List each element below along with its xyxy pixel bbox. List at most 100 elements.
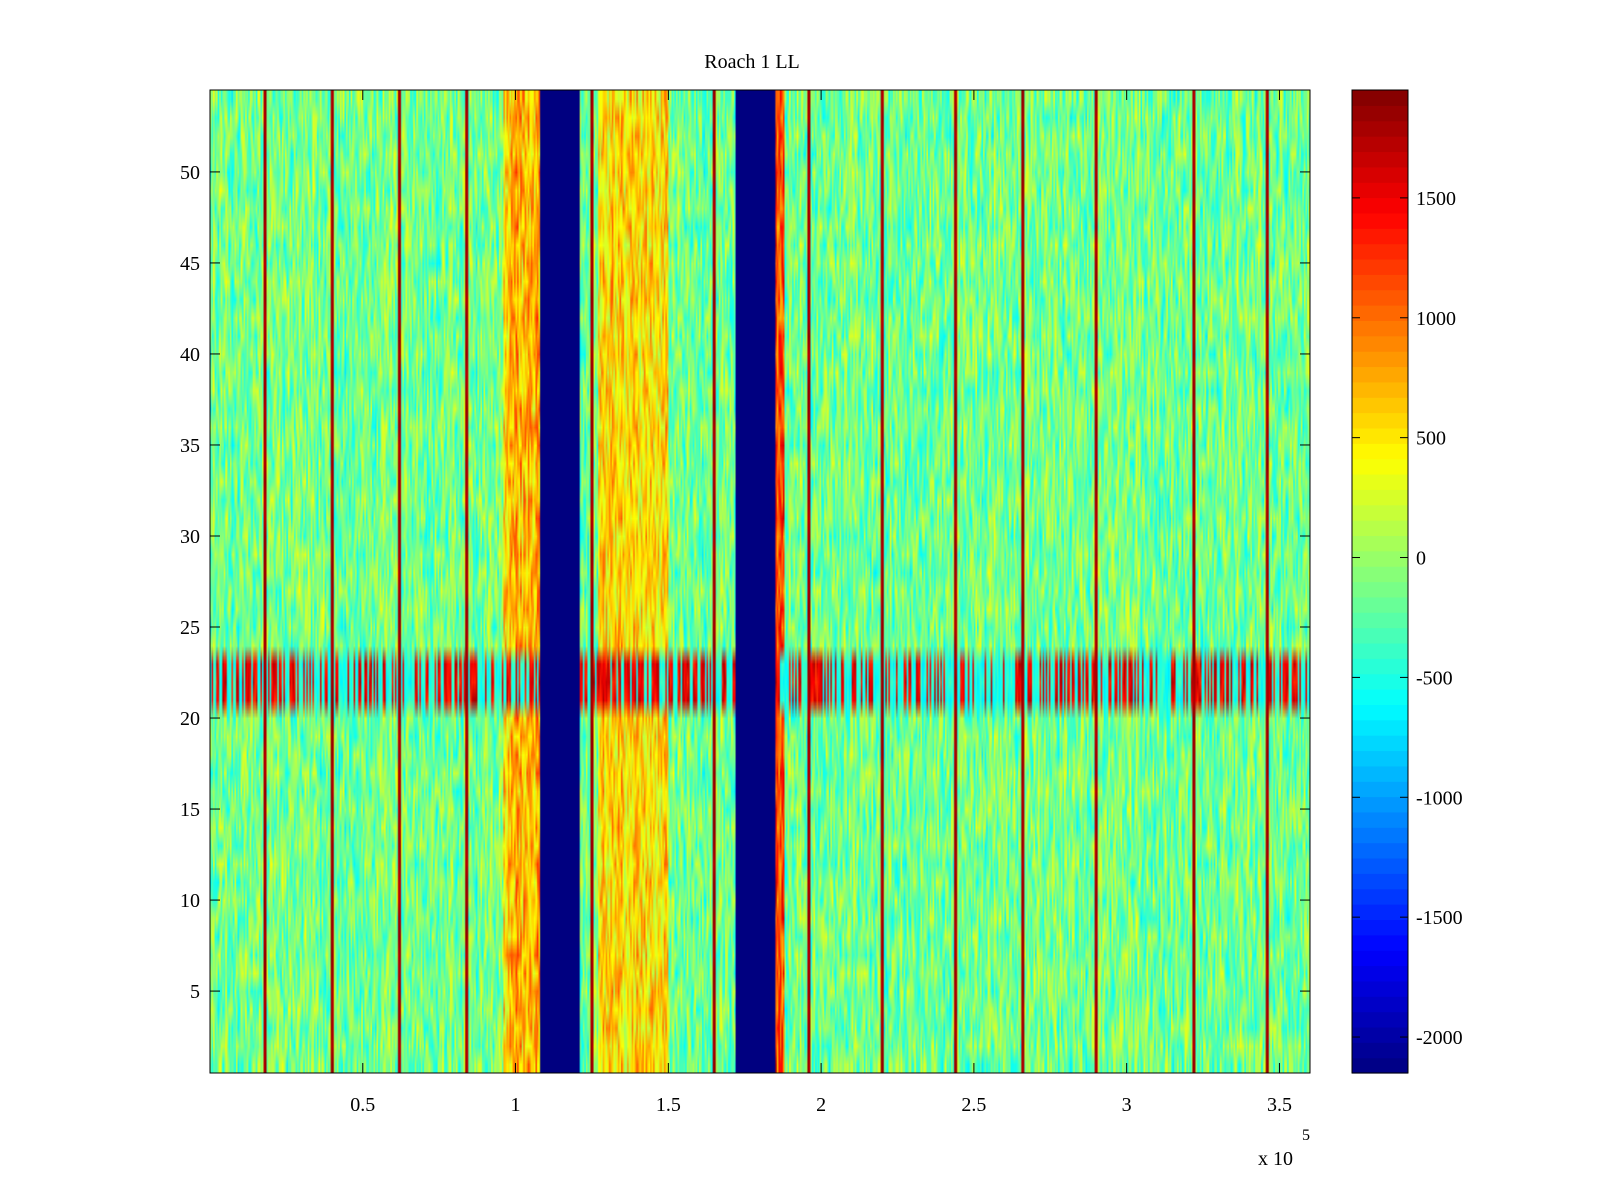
y-tick-label: 35 xyxy=(180,435,200,457)
colorbar-segment xyxy=(1352,550,1408,567)
colorbar-segment xyxy=(1352,504,1408,521)
colorbar-segment xyxy=(1352,673,1408,690)
chart-title: Roach 1 LL xyxy=(704,51,800,73)
colorbar-segment xyxy=(1352,535,1408,552)
colorbar-segment xyxy=(1352,381,1408,398)
colorbar-segment xyxy=(1352,704,1408,721)
colorbar-segment xyxy=(1352,980,1408,997)
colorbar-segment xyxy=(1352,489,1408,506)
colorbar-segment xyxy=(1352,827,1408,844)
colorbar-segment xyxy=(1352,658,1408,675)
colorbar-segment xyxy=(1352,950,1408,967)
x-tick-label: 1 xyxy=(511,1094,521,1116)
colorbar-tick-label: 1500 xyxy=(1416,188,1456,210)
colorbar-segment xyxy=(1352,765,1408,782)
colorbar-segment xyxy=(1352,258,1408,275)
colorbar-segment xyxy=(1352,305,1408,321)
colorbar-segment xyxy=(1352,151,1408,168)
colorbar-segment xyxy=(1352,289,1408,306)
colorbar-segment xyxy=(1352,427,1408,444)
colorbar-segment xyxy=(1352,627,1408,644)
y-tick-label: 15 xyxy=(180,799,200,821)
colorbar-segment xyxy=(1352,335,1408,352)
colorbar-segment xyxy=(1352,105,1408,122)
colorbar-segment xyxy=(1352,750,1408,767)
y-tick-label: 30 xyxy=(180,526,200,548)
colorbar-segment xyxy=(1352,366,1408,383)
colorbar-segment xyxy=(1352,888,1408,905)
y-axis: 5 10 15 20 25 30 35 40 45 50 xyxy=(180,162,1310,1003)
colorbar-segment xyxy=(1352,182,1408,199)
colorbar-segment xyxy=(1352,996,1408,1013)
colorbar-segment xyxy=(1352,212,1408,229)
x-tick-label: 2 xyxy=(816,1094,826,1116)
colorbar-tick-label: 0 xyxy=(1416,548,1426,570)
colorbar-segment xyxy=(1352,735,1408,752)
colorbar-segment xyxy=(1352,1057,1408,1074)
colorbar-segment xyxy=(1352,596,1408,613)
colorbar-segment xyxy=(1352,1026,1408,1043)
colorbar-segment xyxy=(1352,120,1408,137)
x-axis: 0.5 1 1.5 2 2.5 3 3.5 xyxy=(350,90,1292,1116)
colorbar-segment xyxy=(1352,443,1408,460)
colorbar-tick-label: -2000 xyxy=(1416,1027,1463,1049)
colorbar-segment xyxy=(1352,1042,1408,1059)
colorbar-segment xyxy=(1352,197,1408,214)
colorbar-segment xyxy=(1352,612,1408,629)
x-tick-label: 0.5 xyxy=(350,1094,375,1116)
heatmap-image xyxy=(210,90,1310,1073)
y-tick-label: 40 xyxy=(180,344,200,366)
colorbar-segment xyxy=(1352,412,1408,429)
y-tick-label: 50 xyxy=(180,162,200,184)
colorbar-segment xyxy=(1352,274,1408,291)
colorbar-segment xyxy=(1352,90,1408,106)
colorbar-segment xyxy=(1352,934,1408,951)
y-tick-label: 45 xyxy=(180,253,200,275)
colorbar-tick-label: 500 xyxy=(1416,428,1446,450)
colorbar-segment xyxy=(1352,719,1408,736)
colorbar-segment xyxy=(1352,811,1408,828)
x-tick-label: 3.5 xyxy=(1267,1094,1292,1116)
colorbar-segment xyxy=(1352,1011,1408,1028)
x-exponent-label: x 10 xyxy=(1258,1148,1293,1170)
colorbar-segment xyxy=(1352,228,1408,245)
y-tick-label: 25 xyxy=(180,617,200,639)
colorbar-segment xyxy=(1352,842,1408,859)
colorbar-segment xyxy=(1352,904,1408,921)
colorbar-segment xyxy=(1352,873,1408,890)
colorbar-tick-label: -1500 xyxy=(1416,907,1463,929)
colorbar-segment xyxy=(1352,781,1408,798)
colorbar-segment xyxy=(1352,136,1408,153)
colorbar-ticks: 1500 1000 500 0 -500 -1000 -1500 -2000 xyxy=(1352,188,1463,1049)
x-exponent: 5 xyxy=(1302,1127,1310,1144)
colorbar-tick-label: -1000 xyxy=(1416,787,1463,809)
colorbar-frame xyxy=(1351,89,1409,1074)
x-tick-label: 3 xyxy=(1122,1094,1132,1116)
colorbar-segment xyxy=(1352,351,1408,368)
x-tick-label: 1.5 xyxy=(656,1094,681,1116)
colorbar-segment xyxy=(1352,166,1408,183)
plot-frame xyxy=(209,89,1311,1074)
y-tick-label: 10 xyxy=(180,890,200,912)
colorbar-gradient xyxy=(1352,90,1408,1074)
plot-area xyxy=(209,89,1311,1074)
colorbar-segment xyxy=(1352,857,1408,874)
colorbar-segment xyxy=(1352,965,1408,982)
colorbar-segment xyxy=(1352,919,1408,936)
colorbar: 1500 1000 500 0 -500 -1000 -1500 -2000 xyxy=(1351,89,1463,1074)
y-tick-label: 20 xyxy=(180,708,200,730)
colorbar-segment xyxy=(1352,642,1408,659)
colorbar-segment xyxy=(1352,458,1408,475)
colorbar-segment xyxy=(1352,473,1408,490)
y-tick-label: 5 xyxy=(190,981,200,1003)
colorbar-segment xyxy=(1352,689,1408,705)
x-tick-label: 2.5 xyxy=(961,1094,986,1116)
colorbar-segment xyxy=(1352,520,1408,537)
colorbar-tick-label: 1000 xyxy=(1416,308,1456,330)
colorbar-segment xyxy=(1352,320,1408,337)
colorbar-segment xyxy=(1352,581,1408,598)
colorbar-segment xyxy=(1352,566,1408,583)
colorbar-segment xyxy=(1352,397,1408,414)
colorbar-segment xyxy=(1352,243,1408,260)
